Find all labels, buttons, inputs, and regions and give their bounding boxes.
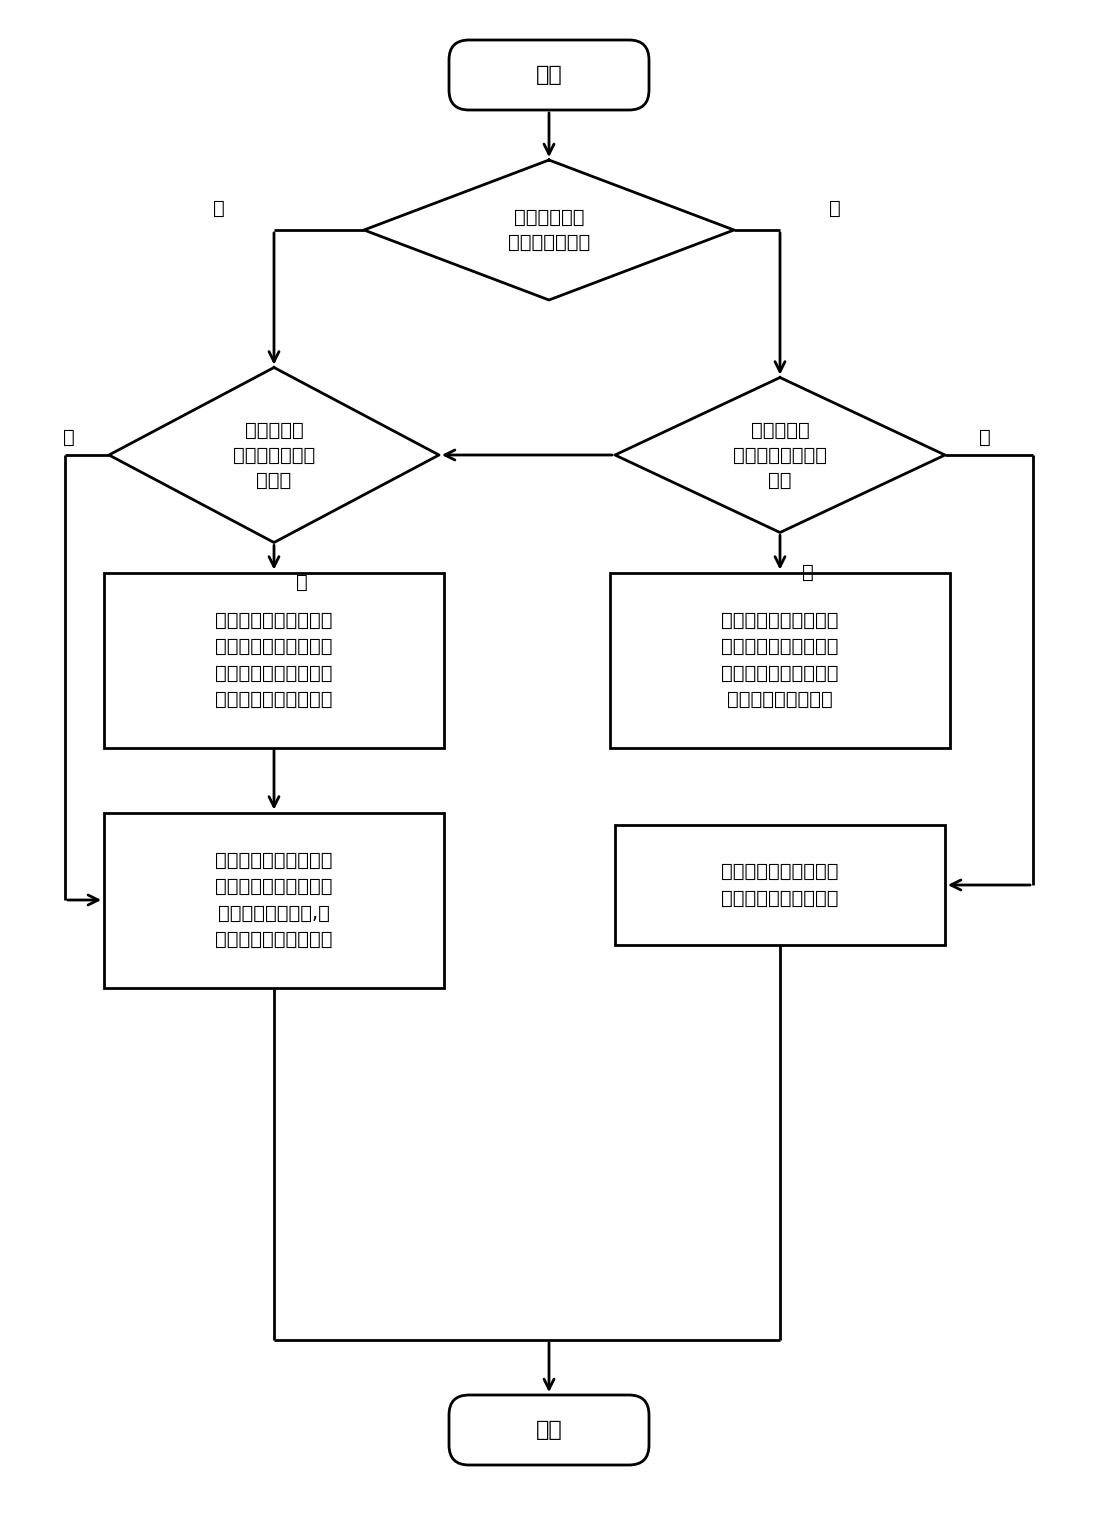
Text: 判断请求队
列队首读请求是
否完成: 判断请求队 列队首读请求是 否完成 xyxy=(233,420,315,490)
Text: 读: 读 xyxy=(213,199,225,218)
Text: 写: 写 xyxy=(829,199,841,218)
Bar xyxy=(104,812,444,987)
Bar xyxy=(610,572,950,747)
FancyBboxPatch shape xyxy=(449,40,649,110)
Polygon shape xyxy=(365,160,733,300)
FancyBboxPatch shape xyxy=(449,1395,649,1465)
Bar xyxy=(104,572,444,747)
Text: 否: 否 xyxy=(296,573,307,592)
Text: 合并数据缓冲区中来自
同一请求的读数据，并
响应上层文件系统,剔
除待处理队列队首请求: 合并数据缓冲区中来自 同一请求的读数据，并 响应上层文件系统,剔 除待处理队列队… xyxy=(215,850,333,949)
Text: 响应上层文件系统，剔
除待处理队列队首请求: 响应上层文件系统，剔 除待处理队列队首请求 xyxy=(721,862,839,908)
Text: 是: 是 xyxy=(63,427,75,447)
Text: 将所有通道读队列队首
的页从闪存中读出到数
据缓冲区中，然后剔除
所有通道读队列的队首: 将所有通道读队列队首 的页从闪存中读出到数 据缓冲区中，然后剔除 所有通道读队列… xyxy=(215,611,333,709)
Bar xyxy=(615,824,945,945)
Text: 将所有通道写队列队首
的请求写入对应通道下
的物理页，同时剔除所
有通道写队列的队首: 将所有通道写队列队首 的请求写入对应通道下 的物理页，同时剔除所 有通道写队列的… xyxy=(721,611,839,709)
Text: 判断请求队
列队首写请求是否
完成: 判断请求队 列队首写请求是否 完成 xyxy=(733,420,827,490)
Text: 结束: 结束 xyxy=(536,1421,562,1440)
Text: 否: 否 xyxy=(803,563,814,583)
Text: 判断待处理队
列队首请求类型: 判断待处理队 列队首请求类型 xyxy=(508,208,590,252)
Polygon shape xyxy=(109,368,439,543)
Text: 是: 是 xyxy=(979,427,990,447)
Polygon shape xyxy=(615,377,945,532)
Text: 开始: 开始 xyxy=(536,65,562,85)
